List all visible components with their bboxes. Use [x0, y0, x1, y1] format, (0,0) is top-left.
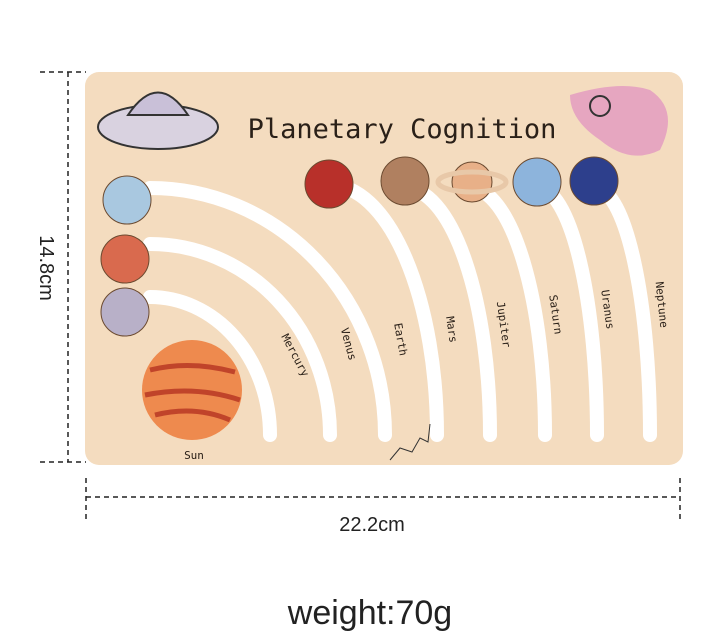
planet-label: Neptune — [653, 281, 671, 328]
rocket — [570, 86, 668, 156]
planet — [102, 175, 152, 225]
slot — [323, 178, 444, 442]
sun-stripes — [144, 363, 241, 423]
planet — [304, 159, 354, 209]
ufo — [97, 91, 219, 150]
planet-label: Uranus — [598, 289, 616, 330]
planet-label: Earth — [391, 322, 410, 357]
dimension-lines — [40, 71, 681, 522]
sun-label: Sun — [184, 449, 204, 462]
slot — [143, 237, 337, 442]
weight-label: weight:70g — [287, 594, 452, 632]
planet — [100, 234, 150, 284]
planet — [512, 157, 562, 207]
height-label: 14.8cm — [35, 235, 57, 301]
planet — [380, 156, 430, 206]
saturn-ring — [435, 169, 509, 195]
planet — [100, 287, 150, 337]
planet — [569, 156, 619, 206]
planet-label: Mars — [443, 315, 460, 343]
planet — [451, 161, 493, 203]
width-label: 22.2cm — [339, 514, 405, 536]
slot — [143, 181, 392, 442]
constellation — [389, 423, 431, 461]
planet-label: Saturn — [546, 294, 564, 335]
slot — [143, 290, 277, 442]
planet-label: Jupiter — [494, 301, 513, 349]
board-title: Planetary Cognition — [248, 114, 557, 145]
